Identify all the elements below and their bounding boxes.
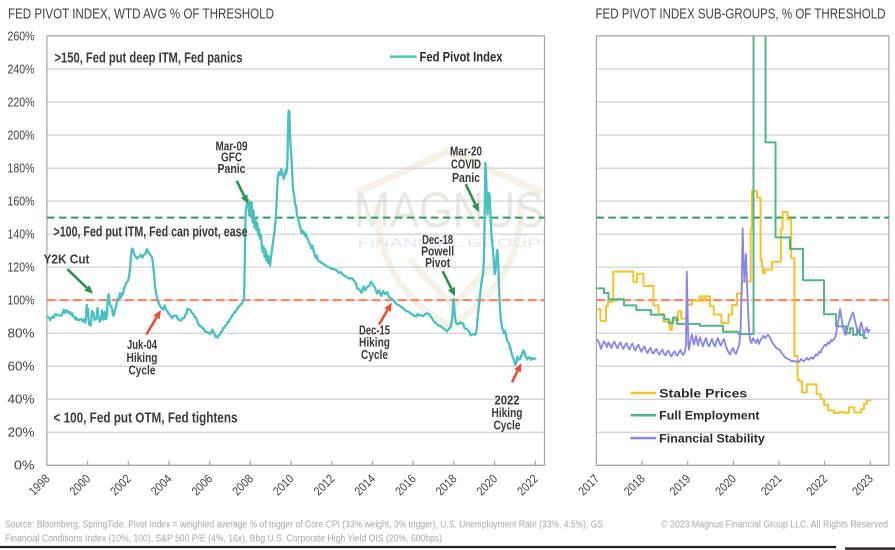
svg-text:220%: 220% <box>8 94 35 109</box>
svg-text:Hiking: Hiking <box>492 406 523 420</box>
svg-text:FINANCIAL GROUP: FINANCIAL GROUP <box>358 236 541 250</box>
svg-text:Hiking: Hiking <box>127 351 158 365</box>
svg-text:MAGNUS: MAGNUS <box>354 182 544 238</box>
svg-text:120%: 120% <box>8 260 35 275</box>
svg-text:Cycle: Cycle <box>129 364 156 378</box>
svg-text:Dec-18: Dec-18 <box>422 233 453 247</box>
svg-text:2022: 2022 <box>495 394 520 408</box>
svg-text:Pivot: Pivot <box>425 256 451 270</box>
svg-text:60%: 60% <box>8 359 35 374</box>
svg-text:Dec-15: Dec-15 <box>359 324 390 338</box>
svg-text:< 100, Fed put OTM, Fed tighte: < 100, Fed put OTM, Fed tightens <box>54 410 238 426</box>
svg-text:20%: 20% <box>8 425 35 440</box>
svg-text:Financial Stability: Financial Stability <box>659 431 765 445</box>
svg-text:160%: 160% <box>8 194 35 209</box>
svg-text:0%: 0% <box>14 458 35 473</box>
svg-text:80%: 80% <box>8 326 35 341</box>
svg-text:140%: 140% <box>8 227 35 242</box>
svg-text:Full Employment: Full Employment <box>659 409 759 423</box>
svg-text:© 2023 Magnus Financial Group: © 2023 Magnus Financial Group LLC. All R… <box>661 520 888 531</box>
svg-text:COVID: COVID <box>451 158 481 172</box>
svg-text:FED PIVOT INDEX, WTD AVG % OF: FED PIVOT INDEX, WTD AVG % OF THRESHOLD <box>8 6 274 23</box>
svg-text:FED PIVOT INDEX SUB-GROUPS, %: FED PIVOT INDEX SUB-GROUPS, % OF THRESHO… <box>596 6 886 23</box>
svg-text:>150, Fed put deep ITM, Fed pa: >150, Fed put deep ITM, Fed panics <box>55 50 243 66</box>
svg-text:Powell: Powell <box>421 245 454 259</box>
svg-text:Fed Pivot Index: Fed Pivot Index <box>420 49 503 65</box>
svg-text:Cycle: Cycle <box>361 348 388 362</box>
svg-text:180%: 180% <box>8 161 35 176</box>
svg-text:Cycle: Cycle <box>494 419 521 433</box>
svg-text:GFC: GFC <box>221 151 242 165</box>
svg-text:Stable Prices: Stable Prices <box>659 386 747 400</box>
svg-text:Panic: Panic <box>452 171 480 185</box>
svg-text:Source: Bloomberg, SpringTide.: Source: Bloomberg, SpringTide. Pivot Ind… <box>5 520 603 531</box>
svg-text:240%: 240% <box>8 61 35 76</box>
svg-text:Juk-04: Juk-04 <box>127 338 157 352</box>
svg-text:260%: 260% <box>8 28 35 43</box>
svg-text:Hiking: Hiking <box>359 335 390 349</box>
svg-text:>100, Fed put ITM, Fed can piv: >100, Fed put ITM, Fed can pivot, ease <box>54 224 248 240</box>
svg-text:Financial Conditions Index (10: Financial Conditions Index (10%, 100), S… <box>5 534 442 545</box>
svg-text:Mar-20: Mar-20 <box>450 145 482 159</box>
svg-text:Y2K Cut: Y2K Cut <box>44 253 91 267</box>
svg-text:Mar-09: Mar-09 <box>216 140 248 154</box>
svg-text:40%: 40% <box>8 392 35 407</box>
svg-text:Panic: Panic <box>218 162 246 176</box>
svg-text:200%: 200% <box>8 127 35 142</box>
svg-text:100%: 100% <box>8 293 35 308</box>
